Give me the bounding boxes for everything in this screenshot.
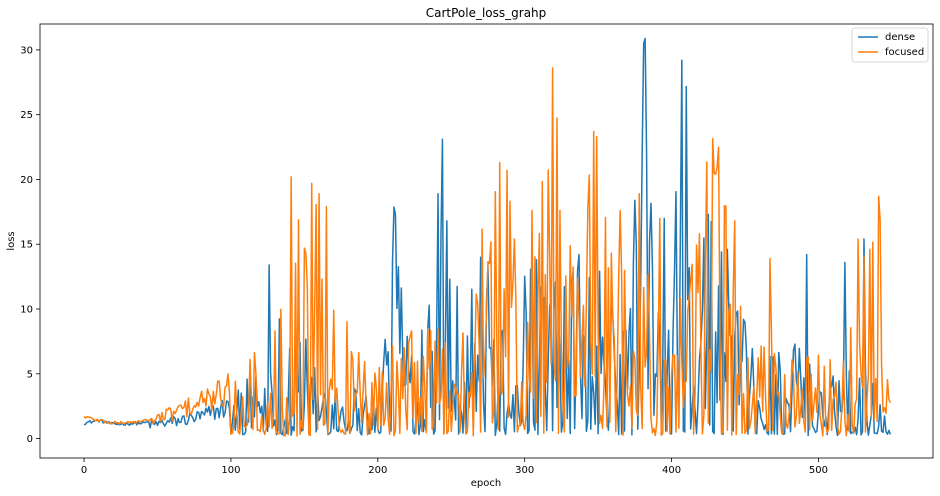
y-tick-label: 20: [20, 175, 33, 186]
y-tick-label: 10: [20, 305, 33, 316]
x-tick-label: 400: [662, 465, 681, 476]
x-tick-label: 500: [809, 465, 828, 476]
y-tick-label: 15: [20, 240, 33, 251]
legend-label-dense: dense: [885, 32, 915, 43]
chart-title: CartPole_loss_grahp: [426, 6, 547, 20]
legend-label-focused: focused: [885, 47, 924, 58]
y-tick-label: 0: [27, 434, 33, 445]
x-axis: 0 100 200 300 400 500: [81, 458, 828, 476]
x-tick-label: 0: [81, 465, 87, 476]
y-tick-label: 5: [27, 369, 33, 380]
plot-frame: [39, 23, 934, 459]
x-tick-label: 100: [221, 465, 240, 476]
series-layer: [83, 37, 892, 437]
y-tick-label: 25: [20, 110, 33, 121]
y-tick-label: 30: [20, 45, 33, 56]
x-tick-label: 300: [515, 465, 534, 476]
legend: dense focused: [851, 27, 929, 63]
series-line-focused: [83, 67, 892, 437]
x-tick-label: 200: [368, 465, 387, 476]
x-axis-label: epoch: [471, 478, 501, 489]
y-axis-label: loss: [6, 231, 17, 250]
y-axis: 0 5 10 15 20 25 30: [20, 45, 40, 445]
